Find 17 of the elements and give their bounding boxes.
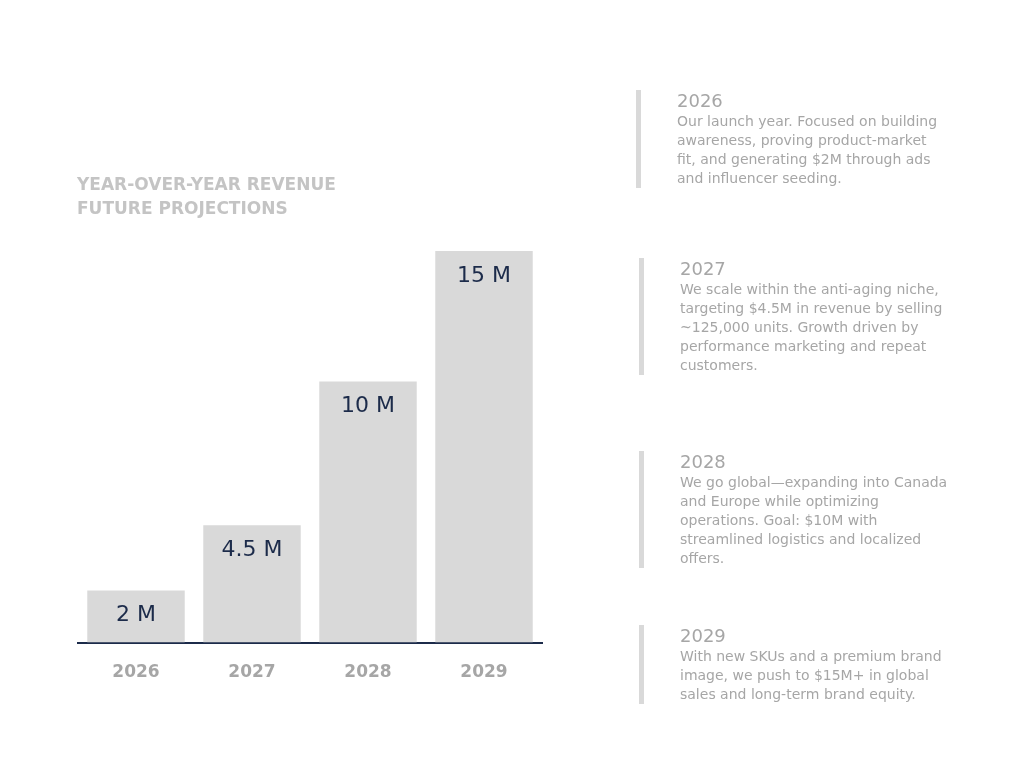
data-label: 2 M: [116, 601, 156, 627]
text: 2028 We go global—expanding into Canada and Europe while optimizing operations. Goal: $10M with streamlined logistics and localized offers.: [680, 451, 949, 568]
text: 2026 Our launch year. Focused on building awareness, proving product-market fit, and generating $2M through ads and influencer seeding.: [677, 90, 939, 188]
bar: [203, 525, 301, 643]
data-label: 15 M: [457, 261, 511, 287]
x-tick-label: 2028: [344, 661, 392, 682]
data-label: 4.5 M: [221, 535, 283, 561]
x-tick-label: 2029: [460, 661, 508, 682]
x-tick-label: 2027: [228, 661, 276, 682]
text: 2027 We scale within the anti-aging niche, targeting $4.5M in revenue by selling ~125,000 units. Growth driven by performance marketing and repeat customers.: [680, 258, 944, 375]
bar: [87, 590, 185, 643]
data-label: 10 M: [341, 392, 395, 418]
chart-title: YEAR-OVER-YEAR REVENUE FUTURE PROJECTIONS: [77, 173, 336, 220]
x-tick-label: 2026: [112, 661, 160, 682]
text: 2029 With new SKUs and a premium brand image, we push to $15M+ in global sales and long-term brand equity.: [680, 625, 943, 704]
bar: [435, 251, 533, 643]
bar: [319, 381, 417, 643]
